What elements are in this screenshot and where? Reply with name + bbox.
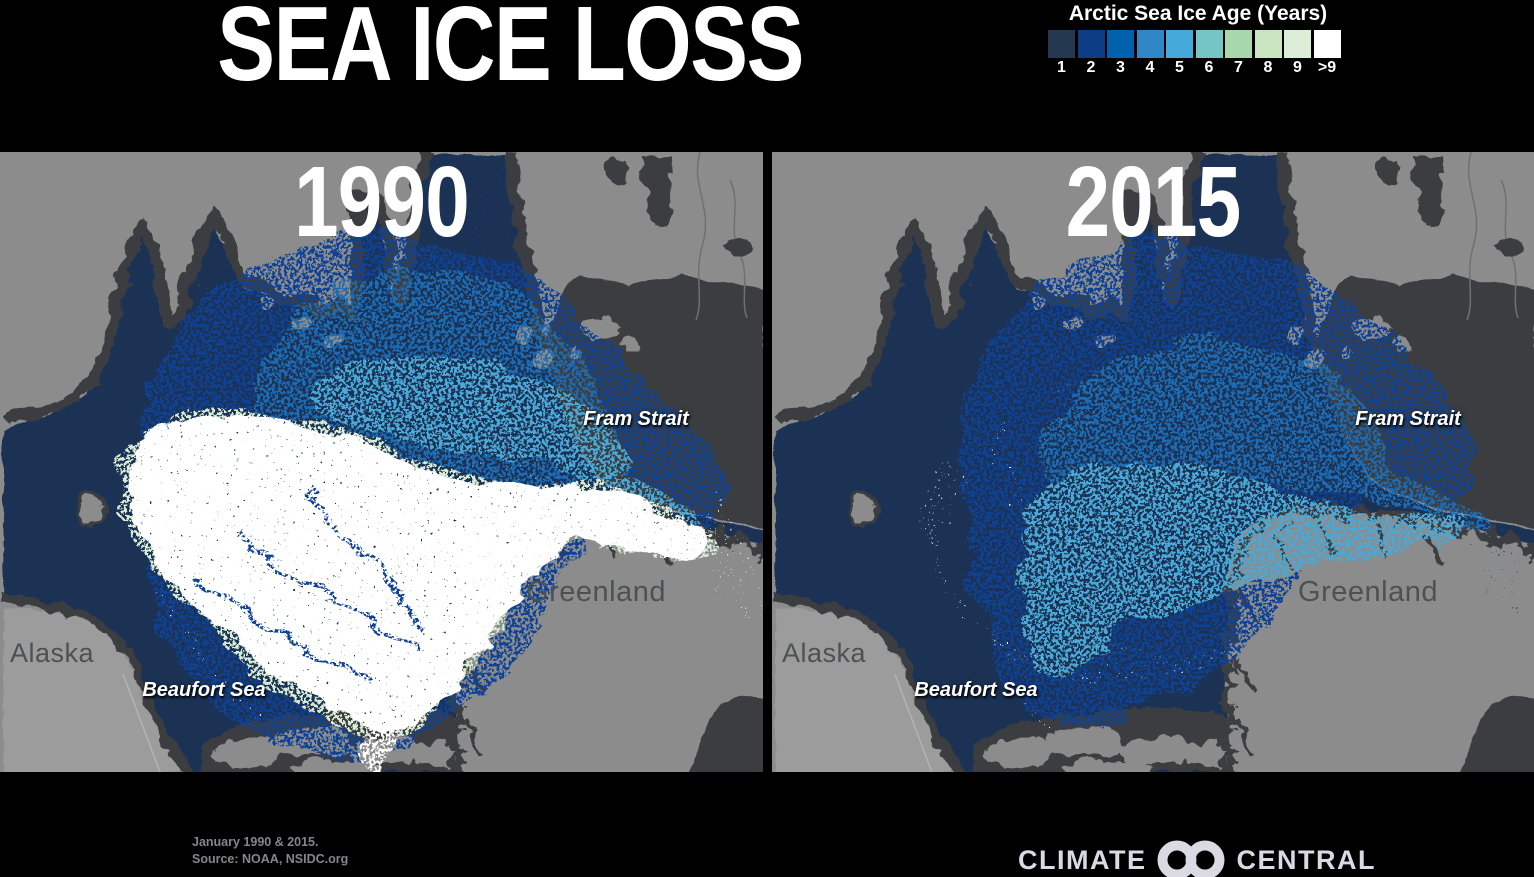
legend-tick-label: 2: [1086, 59, 1096, 76]
legend-tick-label: 4: [1145, 59, 1155, 76]
legend-swatch-2: [1077, 30, 1105, 58]
legend-bin: 6: [1195, 30, 1223, 76]
legend-bin: 8: [1254, 30, 1282, 76]
legend-bin: 4: [1136, 30, 1164, 76]
legend-swatch-6: [1195, 30, 1223, 58]
legend-swatch-3: [1107, 30, 1134, 58]
legend-color-strip: 1 2 3 4 5 6 7 8: [1048, 30, 1348, 76]
legend-tick-label: 1: [1057, 59, 1066, 76]
legend-tick-label: 5: [1175, 59, 1184, 76]
brand-word-central: CENTRAL: [1236, 845, 1376, 875]
legend-swatch-9: [1284, 30, 1311, 58]
legend-bin: 7: [1225, 30, 1252, 76]
legend-bin: 1: [1048, 30, 1075, 76]
legend-tick-label: 3: [1116, 59, 1125, 76]
legend-bin: 2: [1077, 30, 1105, 76]
legend-tick-label: 9: [1293, 59, 1302, 76]
brand-word-climate: CLIMATE: [1018, 845, 1147, 875]
climate-central-rings-icon: [1157, 840, 1225, 877]
map-panel-2015: 2015 Fram Strait Greenland Alaska Beaufo…: [772, 152, 1534, 772]
map-label-beaufort-sea: Beaufort Sea: [142, 679, 266, 701]
legend-tick-label: 8: [1263, 59, 1273, 76]
map-label-alaska: Alaska: [782, 638, 867, 668]
year-label-2015: 2015: [1065, 152, 1242, 258]
legend-bin: >9: [1313, 30, 1341, 76]
map-label-beaufort-sea: Beaufort Sea: [914, 679, 1038, 701]
map-label-alaska: Alaska: [10, 638, 95, 668]
page-title: SEA ICE LOSS: [217, 0, 804, 103]
climate-central-logo: CLIMATE CENTRAL: [1018, 838, 1376, 877]
year-label-1990: 1990: [294, 152, 470, 258]
legend-swatch-5: [1166, 30, 1193, 58]
map-label-fram-strait: Fram Strait: [1355, 408, 1461, 430]
legend-swatch-gt9: [1313, 30, 1341, 58]
legend-tick-label: 6: [1204, 59, 1214, 76]
map-label-greenland: Greenland: [526, 576, 666, 608]
legend-swatch-1: [1048, 30, 1075, 58]
legend-tick-label: >9: [1317, 59, 1337, 76]
map-panel-1990: 1990 Fram Strait Greenland Alaska Beaufo…: [0, 152, 763, 772]
legend-tick-label: 7: [1234, 59, 1243, 76]
map-label-greenland: Greenland: [1298, 576, 1438, 608]
caption-line-2: Source: NOAA, NSIDC.org: [192, 852, 349, 866]
legend-swatch-7: [1225, 30, 1252, 58]
map-label-fram-strait: Fram Strait: [583, 408, 689, 430]
legend-title: Arctic Sea Ice Age (Years): [1068, 2, 1328, 25]
legend-bin: 9: [1284, 30, 1311, 76]
source-credit: January 1990 & 2015. Source: NOAA, NSIDC…: [192, 834, 348, 868]
legend-bin: 3: [1107, 30, 1134, 76]
legend: Arctic Sea Ice Age (Years) 1 2 3 4 5 6: [1048, 2, 1348, 76]
legend-bin: 5: [1166, 30, 1193, 76]
legend-swatch-8: [1254, 30, 1282, 58]
legend-swatch-4: [1136, 30, 1164, 58]
caption-line-1: January 1990 & 2015.: [192, 835, 319, 849]
